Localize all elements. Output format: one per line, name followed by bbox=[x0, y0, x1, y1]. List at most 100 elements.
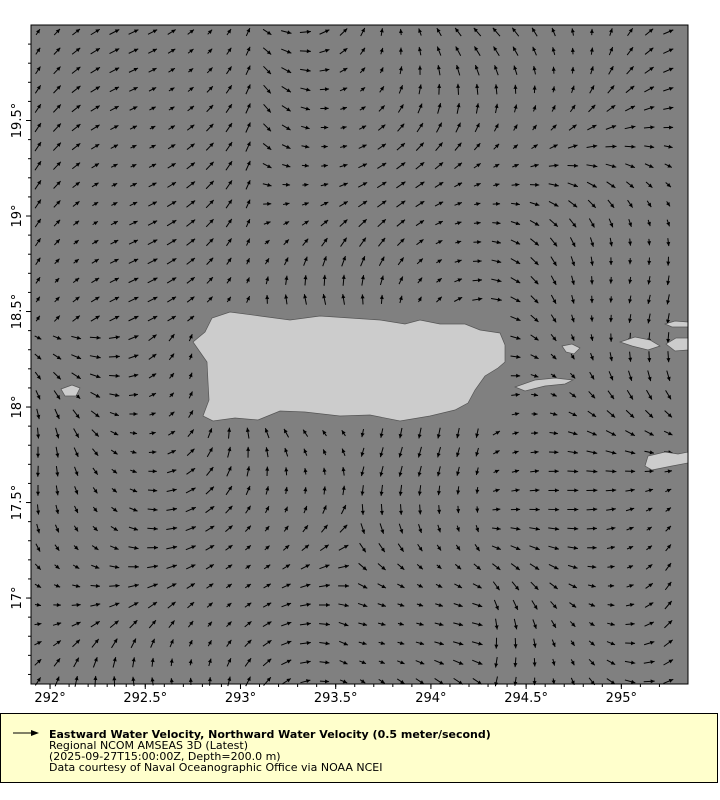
velocity-arrow bbox=[245, 277, 250, 284]
velocity-arrow bbox=[548, 526, 560, 531]
velocity-arrow bbox=[628, 238, 633, 246]
velocity-arrow bbox=[34, 583, 42, 589]
velocity-arrow bbox=[205, 161, 215, 170]
velocity-arrow bbox=[341, 255, 346, 267]
velocity-arrow bbox=[206, 257, 214, 265]
velocity-arrow bbox=[319, 544, 330, 552]
velocity-arrow bbox=[666, 332, 671, 344]
velocity-arrow bbox=[551, 105, 556, 112]
velocity-arrow bbox=[166, 469, 177, 474]
velocity-arrow bbox=[150, 657, 155, 667]
velocity-arrow bbox=[607, 85, 615, 94]
velocity-arrow bbox=[130, 163, 137, 168]
velocity-arrow bbox=[456, 466, 461, 476]
velocity-arrow bbox=[358, 163, 368, 169]
velocity-arrow bbox=[491, 240, 501, 245]
velocity-arrow bbox=[510, 507, 521, 512]
velocity-arrow bbox=[207, 428, 213, 439]
velocity-arrow bbox=[131, 657, 136, 668]
velocity-arrow bbox=[281, 621, 292, 627]
velocity-arrow bbox=[436, 446, 442, 458]
velocity-arrow bbox=[456, 447, 461, 458]
velocity-arrow bbox=[91, 163, 100, 169]
velocity-arrow bbox=[36, 523, 41, 534]
velocity-arrow bbox=[434, 181, 444, 188]
velocity-arrow bbox=[588, 391, 596, 399]
velocity-arrow bbox=[624, 679, 636, 684]
velocity-arrow bbox=[245, 84, 251, 95]
velocity-arrow bbox=[90, 66, 101, 74]
velocity-arrow bbox=[147, 545, 159, 550]
velocity-arrow bbox=[550, 373, 557, 379]
velocity-arrow bbox=[548, 163, 559, 168]
velocity-arrow bbox=[283, 428, 290, 438]
velocity-arrow bbox=[281, 640, 292, 646]
velocity-arrow bbox=[569, 104, 576, 113]
velocity-arrow bbox=[358, 641, 367, 646]
velocity-arrow bbox=[606, 641, 616, 646]
velocity-arrow bbox=[149, 431, 156, 436]
velocity-arrow bbox=[589, 334, 594, 341]
velocity-arrow bbox=[379, 447, 384, 458]
velocity-arrow bbox=[263, 65, 272, 75]
velocity-arrow bbox=[608, 371, 614, 381]
velocity-arrow bbox=[166, 200, 177, 208]
velocity-arrow bbox=[663, 125, 674, 130]
velocity-arrow bbox=[245, 122, 251, 133]
velocity-arrow bbox=[338, 544, 349, 551]
velocity-arrow bbox=[454, 202, 463, 206]
velocity-arrow bbox=[397, 257, 405, 266]
velocity-arrow bbox=[225, 485, 233, 496]
velocity-arrow bbox=[72, 220, 80, 226]
velocity-arrow bbox=[302, 429, 309, 437]
velocity-arrow bbox=[36, 427, 41, 439]
velocity-arrow bbox=[588, 658, 596, 666]
velocity-arrow bbox=[188, 372, 193, 380]
velocity-arrow bbox=[436, 277, 443, 283]
velocity-arrow bbox=[397, 641, 405, 645]
velocity-arrow bbox=[319, 48, 330, 54]
velocity-arrow bbox=[492, 27, 501, 37]
velocity-arrow bbox=[415, 678, 425, 685]
velocity-arrow bbox=[646, 545, 653, 551]
velocity-arrow bbox=[128, 354, 139, 359]
velocity-arrow bbox=[647, 257, 652, 265]
velocity-arrow bbox=[512, 46, 519, 56]
velocity-arrow bbox=[112, 676, 117, 687]
velocity-arrow bbox=[379, 428, 384, 438]
velocity-arrow bbox=[186, 448, 195, 456]
velocity-arrow bbox=[606, 410, 616, 418]
velocity-arrow bbox=[378, 256, 385, 266]
x-tick-label: 292.5° bbox=[123, 691, 167, 706]
velocity-arrow bbox=[454, 27, 462, 37]
velocity-arrow bbox=[511, 182, 520, 187]
velocity-arrow bbox=[494, 84, 499, 95]
velocity-arrow bbox=[643, 660, 655, 665]
velocity-arrow bbox=[398, 465, 403, 477]
velocity-arrow bbox=[34, 141, 42, 152]
velocity-arrow bbox=[626, 545, 634, 550]
velocity-arrow bbox=[532, 65, 537, 75]
velocity-arrow bbox=[530, 450, 539, 455]
velocity-arrow bbox=[646, 389, 653, 400]
velocity-arrow bbox=[625, 163, 636, 169]
velocity-arrow bbox=[186, 467, 196, 475]
velocity-arrow bbox=[245, 485, 251, 496]
velocity-arrow bbox=[398, 66, 403, 75]
velocity-arrow bbox=[511, 27, 520, 37]
velocity-arrow bbox=[36, 504, 41, 515]
velocity-arrow bbox=[147, 601, 158, 609]
velocity-arrow bbox=[54, 408, 60, 420]
velocity-arrow bbox=[319, 660, 330, 665]
velocity-arrow bbox=[606, 181, 616, 189]
velocity-arrow bbox=[205, 218, 214, 228]
velocity-arrow bbox=[112, 656, 117, 668]
velocity-arrow bbox=[626, 389, 634, 400]
velocity-arrow bbox=[168, 67, 176, 73]
velocity-arrow bbox=[550, 353, 557, 360]
velocity-arrow bbox=[377, 143, 387, 150]
velocity-arrow bbox=[54, 238, 61, 246]
velocity-arrow bbox=[186, 162, 196, 170]
velocity-arrow bbox=[606, 678, 616, 685]
velocity-arrow bbox=[168, 106, 175, 111]
